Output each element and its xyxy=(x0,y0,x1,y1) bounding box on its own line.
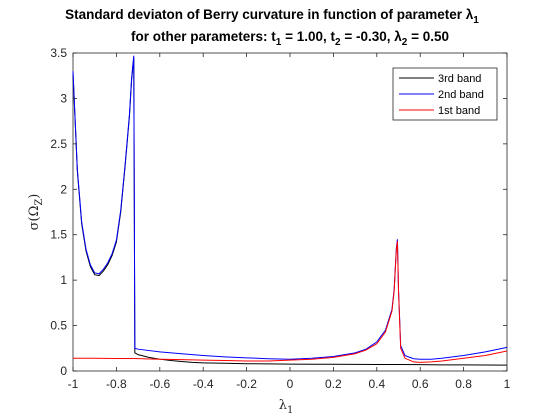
legend: 3rd band 2nd band 1st band xyxy=(392,67,498,121)
title-line2-part-6: = 0.50 xyxy=(407,29,449,44)
x-tick-label: 1 xyxy=(504,377,511,391)
title-line2-part-1: 1 xyxy=(276,37,282,48)
title-line1-subscript: 1 xyxy=(473,15,479,26)
series-line-1 xyxy=(72,55,508,360)
x-tick-label: 0.8 xyxy=(455,377,472,391)
y-axis-label: σ(ΩZ) xyxy=(27,194,45,231)
y-tick-label: 3.5 xyxy=(50,46,67,60)
x-tick-label: -0.4 xyxy=(193,377,214,391)
y-tick-label: 1 xyxy=(60,273,67,287)
x-ticks: -1 -0.8 -0.6 -0.4 -0.2 0 0.2 0.4 0.6 0.8 1 xyxy=(68,53,511,391)
legend-label-2: 1st band xyxy=(438,105,480,117)
title-line2-part-4: = -0.30, λ xyxy=(341,29,403,44)
title-line1-text: Standard deviaton of Berry curvature in … xyxy=(65,7,474,22)
chart-title-line1: Standard deviaton of Berry curvature in … xyxy=(65,7,479,26)
chart-title-line2: for other parameters: t1 = 1.00, t2 = -0… xyxy=(131,29,449,48)
x-tick-label: 0 xyxy=(287,377,294,391)
legend-label-0: 3rd band xyxy=(438,73,481,85)
x-axis-label-text: λ xyxy=(279,398,287,413)
series-line-0 xyxy=(72,57,508,366)
x-axis-label-subscript: 1 xyxy=(287,405,293,416)
x-tick-label: 0.4 xyxy=(368,377,385,391)
x-tick-label: -0.8 xyxy=(106,377,127,391)
y-axis-label-subscript: Z xyxy=(34,199,45,206)
y-axis-label-text: σ(Ω xyxy=(27,206,42,231)
x-tick-label: -0.6 xyxy=(149,377,170,391)
title-line2-part-0: for other parameters: t xyxy=(131,29,276,44)
y-tick-label: 2.5 xyxy=(50,137,67,151)
title-line2-part-5: 2 xyxy=(402,37,408,48)
x-tick-label: 0.2 xyxy=(325,377,342,391)
y-tick-label: 1.5 xyxy=(50,228,67,242)
legend-label-1: 2nd band xyxy=(438,89,484,101)
x-tick-label: -0.2 xyxy=(236,377,257,391)
x-tick-label: -1 xyxy=(68,377,79,391)
x-tick-label: 0.6 xyxy=(412,377,429,391)
y-tick-label: 2 xyxy=(60,182,67,196)
title-line2-part-2: = 1.00, t xyxy=(281,29,335,44)
series-line-2 xyxy=(73,241,508,363)
y-axis-label-end: ) xyxy=(27,194,42,199)
y-tick-label: 0.5 xyxy=(50,319,67,333)
title-line2-part-3: 2 xyxy=(335,37,341,48)
series-layer xyxy=(72,55,508,366)
y-tick-label: 3 xyxy=(60,91,67,105)
y-tick-label: 0 xyxy=(60,364,67,378)
x-axis-label: λ1 xyxy=(279,398,294,416)
y-ticks: 0 0.5 1 1.5 2 2.5 3 3.5 xyxy=(50,46,507,378)
